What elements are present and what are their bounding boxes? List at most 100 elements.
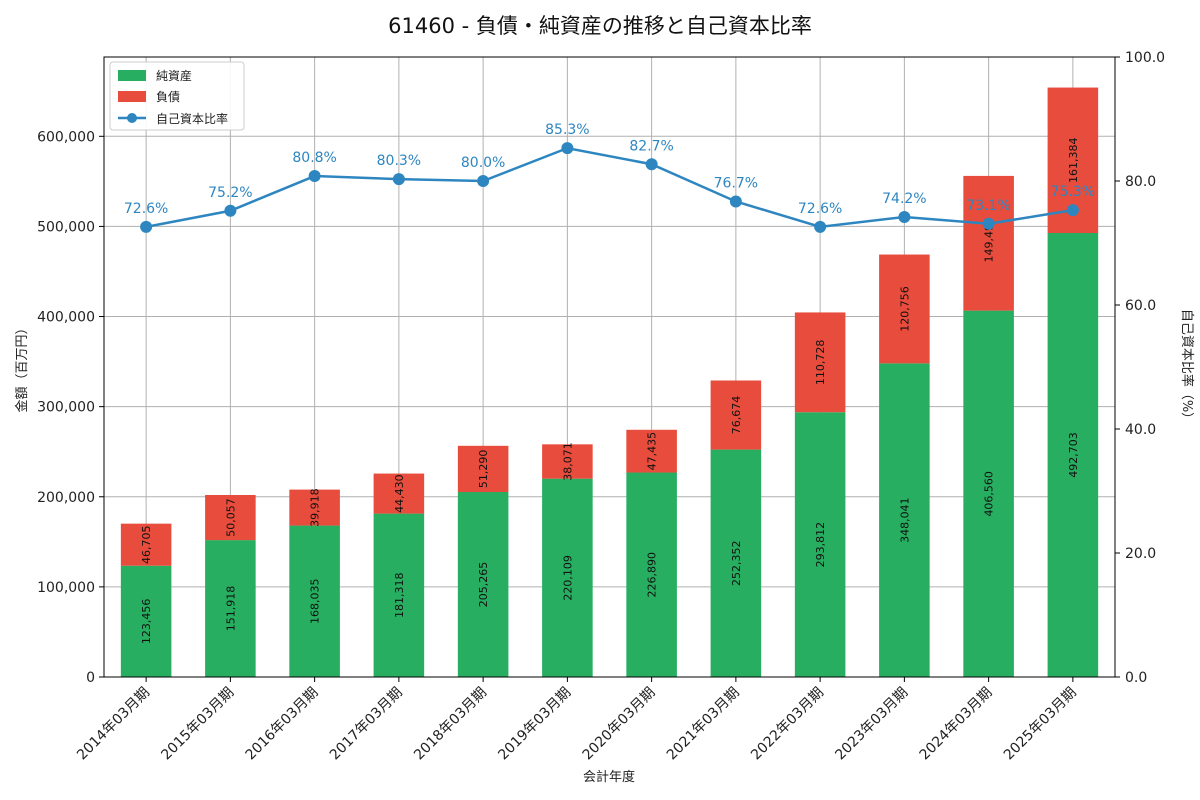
bar-value-label: 123,456 [140, 599, 153, 645]
bar-value-label: 51,290 [477, 450, 490, 489]
ratio-line [145, 146, 1074, 229]
y-tick-label: 500,000 [37, 219, 95, 235]
legend-swatch-ratio-marker [127, 113, 137, 123]
legend-label-liabilities: 負債 [156, 89, 180, 104]
bar-value-label: 252,352 [730, 541, 743, 587]
bar-value-label: 293,812 [814, 522, 827, 568]
ratio-point-label: 72.6% [124, 201, 168, 217]
bar-value-label: 205,265 [477, 562, 490, 608]
ratio-point [645, 158, 658, 171]
y-tick-label: 100,000 [37, 580, 95, 596]
bar-value-label: 151,918 [224, 586, 237, 632]
y2-tick-label: 0.0 [1125, 670, 1147, 686]
bar-value-label: 47,435 [646, 432, 659, 471]
bar-net-assets [120, 565, 172, 677]
bar-value-label: 492,703 [1067, 432, 1080, 478]
bar-value-label: 120,756 [898, 286, 911, 332]
ratio-point-label: 76.7% [714, 175, 758, 191]
y2-tick-label: 40.0 [1125, 422, 1156, 438]
axes [99, 56, 1120, 682]
y-tick-label: 200,000 [37, 490, 95, 506]
ratio-point-label: 80.0% [461, 155, 505, 171]
bar-liabilities [879, 254, 930, 364]
x-tick-label: 2024年03月期 [917, 685, 996, 764]
x-tick-label: 2017年03月期 [327, 685, 406, 764]
legend-swatch-net-assets [118, 70, 146, 81]
bar-liabilities [289, 489, 340, 526]
ratio-point-label: 82.7% [629, 138, 673, 154]
legend: 純資産 負債 自己資本比率 [109, 61, 245, 131]
x-tick-label: 2018年03月期 [411, 685, 490, 764]
ratio-point [898, 210, 911, 223]
bar-net-assets [289, 525, 340, 677]
ratio-point-label: 75.3% [1051, 184, 1095, 200]
bar-value-label: 38,071 [561, 442, 574, 481]
bar-net-assets [963, 310, 1014, 677]
ratio-point [729, 195, 742, 208]
ratio-point [561, 142, 574, 155]
ratio-point [814, 220, 827, 233]
bar-liabilities [542, 444, 593, 479]
ratio-point [392, 173, 405, 186]
x-tick-label: 2021年03月期 [664, 685, 743, 764]
ratio-line-series: 72.6% 75.2% 80.8% 80.3% 80.0% 85.3% 82.7% 76.7%… [124, 122, 1095, 233]
ratio-point-label: 74.2% [882, 191, 926, 207]
x-tick-label: 2020年03月期 [580, 685, 659, 764]
bar-value-label: 226,890 [646, 552, 659, 598]
ratio-point [308, 170, 321, 183]
bar-net-assets [879, 363, 930, 677]
bar-net-assets [1047, 232, 1099, 677]
y2-tick-label: 20.0 [1125, 546, 1156, 562]
bar-net-assets [794, 412, 846, 677]
bar-net-assets [710, 449, 762, 677]
bar-series [120, 87, 1099, 677]
bar-value-label: 50,057 [224, 498, 237, 537]
y2-tick-label: 80.0 [1125, 174, 1156, 190]
x-tick-label: 2025年03月期 [1001, 685, 1080, 764]
bar-liabilities [710, 380, 762, 450]
bar-liabilities [120, 523, 172, 566]
bar-liabilities [794, 312, 846, 413]
bar-value-label: 161,384 [1067, 138, 1080, 184]
bar-net-assets [373, 513, 425, 677]
chart-title: 61460 - 負債・純資産の推移と自己資本比率 [388, 14, 812, 38]
y-tick-label: 600,000 [37, 129, 95, 145]
legend-label-net-assets: 純資産 [156, 68, 192, 83]
y-tick-label: 400,000 [37, 310, 95, 326]
ratio-point [1066, 204, 1079, 217]
bar-value-label: 44,430 [393, 474, 406, 512]
bar-value-label: 149,49 [983, 224, 996, 262]
y2-axis-title: 自己資本比率（%） [1179, 309, 1195, 425]
bar-value-label: 39,918 [309, 488, 322, 527]
legend-label-ratio: 自己資本比率 [156, 111, 228, 126]
bar-value-label: 110,728 [814, 340, 827, 386]
ratio-point [224, 204, 237, 217]
ratio-point-label: 80.8% [292, 150, 336, 166]
bar-value-label: 168,035 [309, 579, 322, 625]
bar-value-label: 406,560 [983, 471, 996, 517]
y-tick-label: 300,000 [37, 400, 95, 416]
ratio-point [982, 217, 995, 230]
y-axis-title: 金額（百万円） [14, 321, 30, 412]
y2-tick-label: 60.0 [1125, 298, 1156, 314]
bar-value-label: 46,705 [140, 525, 153, 564]
y2-tick-label: 100.0 [1125, 50, 1165, 66]
legend-swatch-liabilities [118, 91, 146, 102]
bar-liabilities [457, 445, 509, 493]
ratio-point-label: 85.3% [545, 122, 589, 138]
x-axis-title: 会計年度 [583, 769, 635, 785]
ratio-point-label: 80.3% [377, 153, 421, 169]
bar-value-label: 76,674 [730, 396, 743, 435]
x-tick-label: 2015年03月期 [158, 685, 237, 764]
bar-net-assets [205, 540, 256, 677]
y-tick-label: 0 [86, 670, 95, 686]
x-tick-label: 2023年03月期 [832, 685, 911, 764]
x-tick-label: 2022年03月期 [748, 685, 827, 764]
bar-net-assets [626, 472, 677, 677]
bar-net-assets [542, 478, 593, 677]
plot-frame [103, 56, 1116, 678]
ratio-point [140, 220, 153, 233]
ratio-point-label: 72.6% [798, 201, 842, 217]
